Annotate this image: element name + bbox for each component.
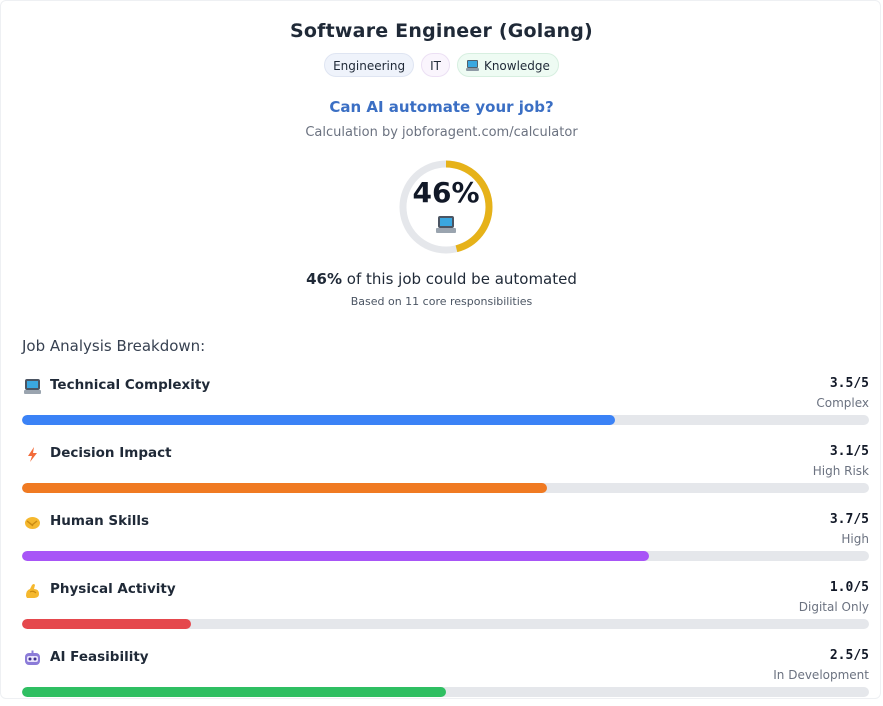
metric-physical-activity: Physical Activity 1.0/5 Digital Only [22, 578, 869, 638]
metric-description: Digital Only [798, 600, 869, 614]
metric-score: 3.7/5 [829, 512, 869, 527]
tag-knowledge: Knowledge [456, 53, 559, 77]
metric-label: Decision Impact [50, 445, 172, 461]
robot-icon [25, 650, 40, 665]
metric-label: Human Skills [50, 513, 150, 529]
metric-score: 3.1/5 [829, 444, 869, 459]
metric-label: Physical Activity [50, 581, 176, 597]
metric-description: In Development [773, 668, 869, 682]
laptop-icon [436, 216, 456, 234]
summary-percent: 46% [306, 270, 343, 288]
metric-ai-feasibility: AI Feasibility 2.5/5 In Development [22, 646, 869, 706]
metric-description: Complex [816, 396, 869, 410]
gauge-percent: 46% [412, 176, 480, 209]
automation-summary: 46% of this job could be automated [0, 270, 883, 288]
tag-engineering: Engineering [324, 53, 415, 77]
tag-it: IT [421, 53, 450, 77]
metric-bar-track [22, 619, 869, 629]
metric-technical-complexity: Technical Complexity 3.5/5 Complex [22, 374, 869, 434]
metric-bar-track [22, 551, 869, 561]
metric-description: High Risk [812, 464, 869, 478]
laptop-icon [24, 378, 41, 395]
metric-label: Technical Complexity [50, 377, 211, 393]
summary-text: of this job could be automated [342, 270, 577, 288]
laptop-icon [465, 60, 479, 71]
metric-label: AI Feasibility [50, 649, 149, 665]
metric-bar-fill [22, 415, 615, 425]
automation-question: Can AI automate your job? [329, 98, 554, 116]
handshake-icon [25, 517, 40, 529]
metric-bar-fill [22, 619, 192, 629]
metric-bar-fill [22, 483, 548, 493]
responsibilities-note: Based on 11 core responsibilities [350, 295, 533, 308]
flexed-biceps-icon [26, 584, 39, 598]
metric-score: 2.5/5 [829, 648, 869, 663]
metric-bar-track [22, 687, 869, 697]
metric-bar-track [22, 415, 869, 425]
metric-bar-fill [22, 687, 446, 697]
gauge-progress-arc [399, 160, 493, 254]
lightning-icon [28, 447, 37, 462]
metric-description: High [841, 532, 869, 546]
metric-score: 3.5/5 [829, 376, 869, 391]
tag-knowledge-label: Knowledge [483, 59, 550, 73]
automation-gauge [399, 160, 493, 254]
metric-decision-impact: Decision Impact 3.1/5 High Risk [22, 442, 869, 502]
calculation-credit: Calculation by jobforagent.com/calculato… [305, 125, 578, 140]
metric-bar-track [22, 483, 869, 493]
job-title: Software Engineer (Golang) [290, 20, 593, 42]
tag-list: Engineering IT Knowledge [0, 53, 883, 77]
metric-score: 1.0/5 [829, 580, 869, 595]
breakdown-heading: Job Analysis Breakdown: [22, 337, 206, 355]
metric-bar-fill [22, 551, 649, 561]
metric-human-skills: Human Skills 3.7/5 High [22, 510, 869, 570]
